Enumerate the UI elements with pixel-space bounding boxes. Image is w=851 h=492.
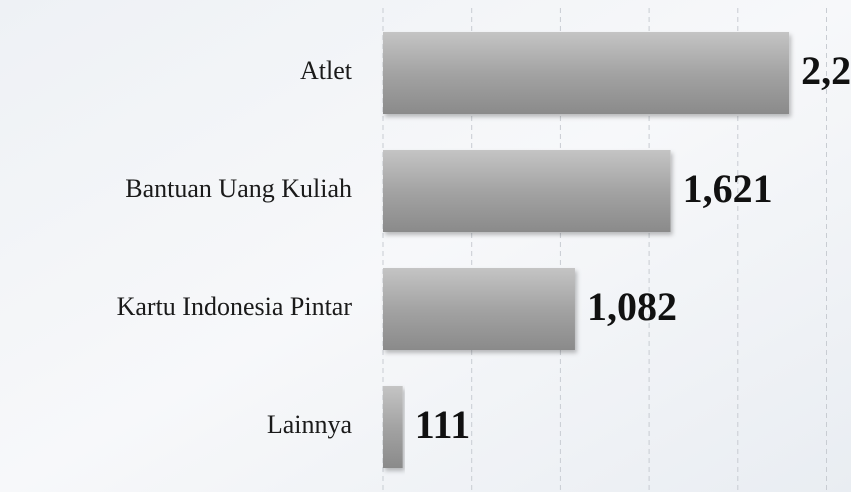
bar [383,150,671,232]
category-label: Bantuan Uang Kuliah [125,174,352,203]
bar [383,386,403,468]
value-label: 2,289 [801,48,851,93]
value-label: 1,082 [587,284,677,329]
category-label: Atlet [300,56,353,85]
value-label: 111 [415,402,471,447]
bar [383,268,575,350]
category-label: Lainnya [267,410,353,439]
category-label: Kartu Indonesia Pintar [117,292,353,321]
value-label: 1,621 [683,166,773,211]
bars: Atlet 2,289 Bantuan Uang Kuliah 1,621 Kartu … [117,32,851,468]
bar [383,32,790,114]
